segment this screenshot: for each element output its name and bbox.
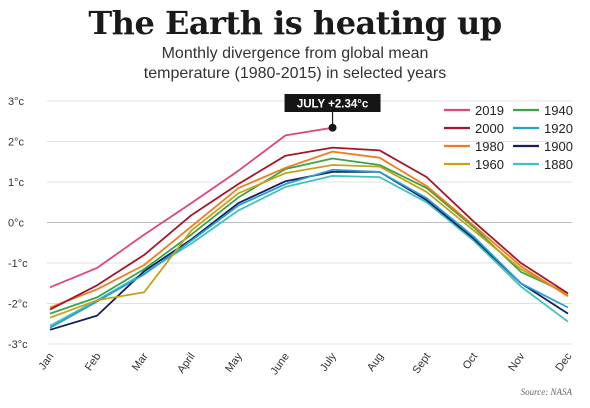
source-note: Source: NASA: [520, 387, 572, 397]
annotation-marker: [328, 123, 337, 132]
annotation-label: JULY +2.34°c: [297, 99, 369, 111]
legend-label: 1960: [475, 157, 504, 172]
legend-label: 1920: [544, 121, 573, 136]
subtitle-line-1: Monthly divergence from global mean: [161, 45, 429, 62]
legend-label: 1980: [475, 139, 504, 154]
x-tick-label: Sept: [410, 351, 433, 376]
legend-label: 2019: [475, 103, 504, 118]
y-tick-label: 1°c: [8, 177, 25, 189]
series-line-1940: [49, 157, 569, 315]
x-tick-label: Oct: [461, 351, 481, 372]
series-line-1980: [49, 150, 569, 309]
x-tick-label: Feb: [83, 351, 104, 373]
x-tick-label: May: [223, 350, 245, 374]
legend-label: 1940: [544, 103, 573, 118]
y-tick-label: -1°c: [8, 258, 28, 270]
legend-label: 1900: [544, 139, 573, 154]
subtitle-line-2: temperature (1980-2015) in selected year…: [143, 65, 447, 82]
y-tick-label: 2°c: [8, 137, 25, 149]
chart-title: The Earth is heating up: [88, 4, 502, 42]
annotation-box: [284, 94, 381, 112]
y-tick-label: 3°c: [8, 96, 25, 108]
x-tick-label: Mar: [130, 351, 151, 374]
x-tick-label: April: [175, 351, 197, 376]
series-line-1960: [49, 164, 569, 319]
x-tick-label: Aug: [365, 351, 386, 374]
x-tick-label: June: [268, 351, 292, 377]
chart-subtitle: Monthly divergence from global mean temp…: [0, 44, 590, 84]
y-tick-label: 0°c: [8, 218, 25, 230]
legend-label: 2000: [475, 121, 504, 136]
series-line-2019: [49, 126, 333, 289]
x-tick-label: July: [318, 350, 339, 373]
x-tick-label: Jan: [36, 351, 56, 372]
x-tick-label: Dec: [553, 350, 574, 373]
series-line-1900: [49, 171, 569, 331]
y-tick-label: -3°c: [8, 339, 28, 351]
series-line-1920: [49, 168, 569, 329]
y-tick-label: -2°c: [8, 299, 28, 311]
series-line-2000: [49, 146, 569, 311]
x-tick-label: Nov: [506, 350, 527, 373]
legend-label: 1880: [544, 157, 573, 172]
